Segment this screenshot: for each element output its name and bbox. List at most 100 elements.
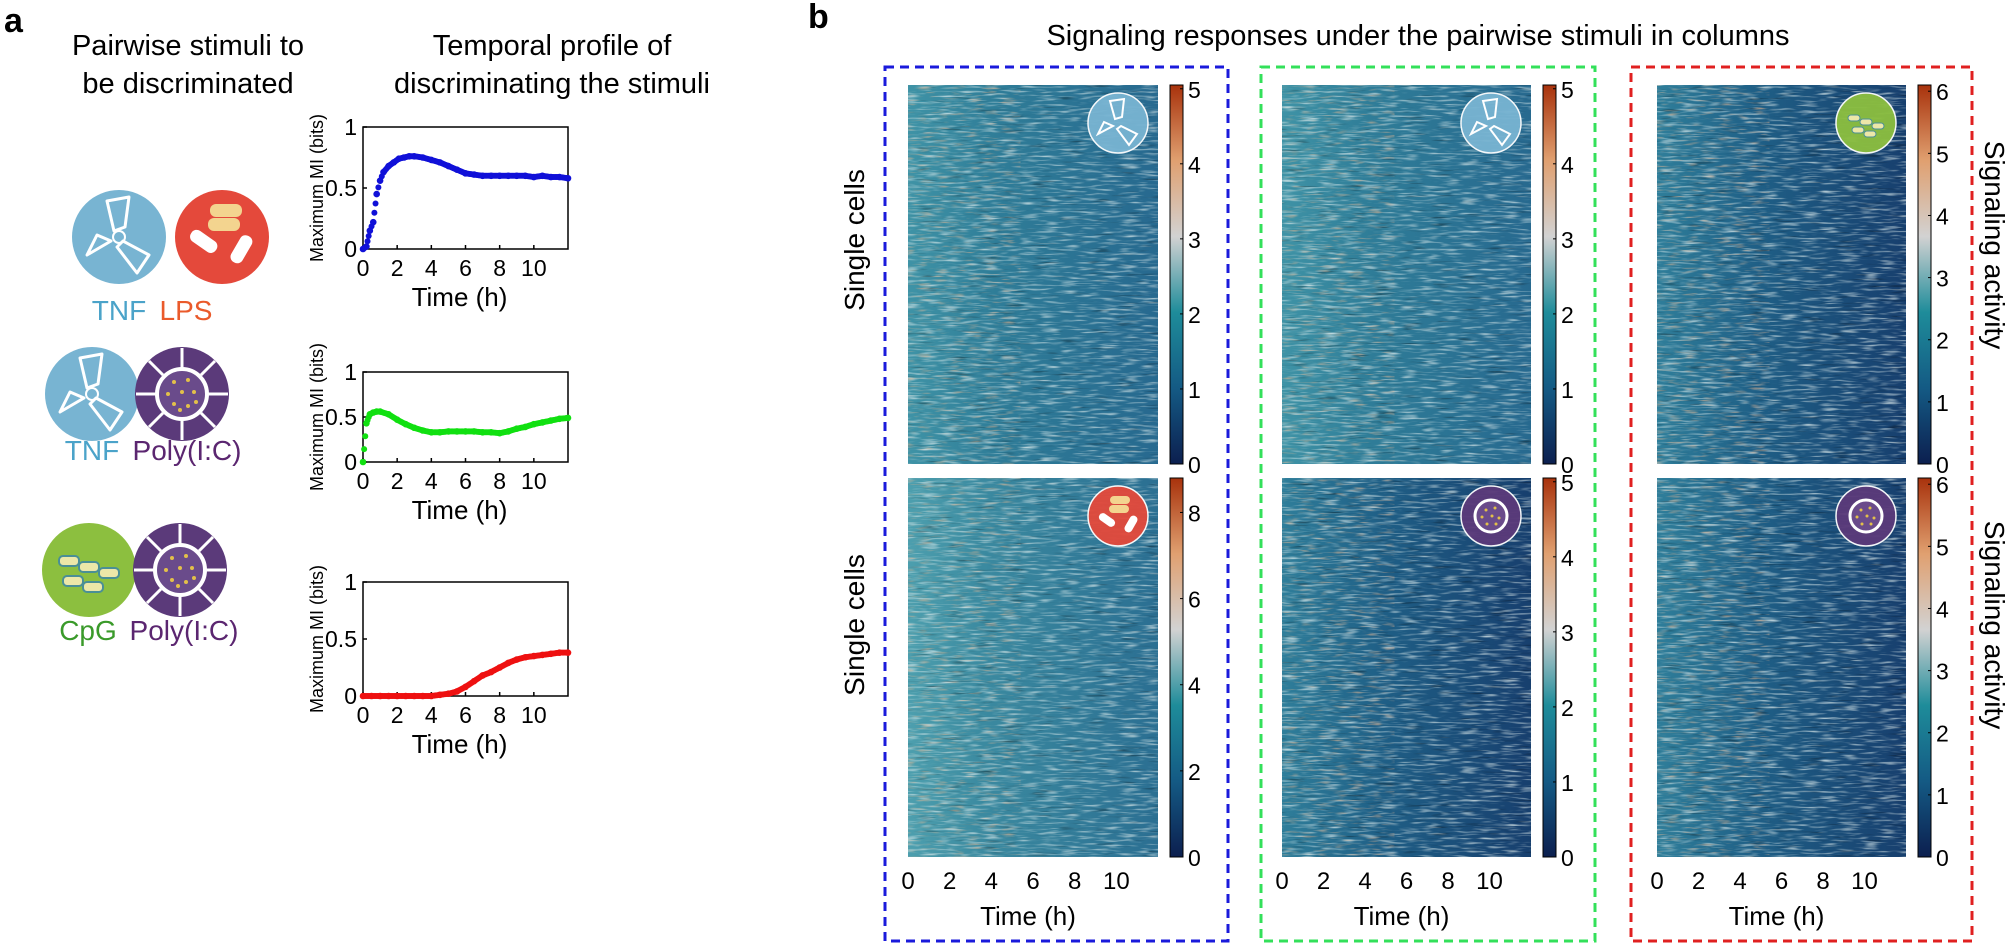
heatmap-texture-orange [1282,478,1395,857]
x-axis-label: Time (h) [412,282,508,312]
colorbar [1917,477,1932,858]
heatmap-x-tick-label: 10 [1103,868,1130,895]
axes-box [362,581,569,697]
tnf-icon [72,190,166,284]
tnf-icon [1087,92,1149,154]
profile-header-line2: discriminating the stimuli [394,68,710,100]
heatmap-x-tick-label: 6 [1026,868,1039,895]
column-frame-cpg-polyic [1629,65,1974,943]
data-point [375,184,382,191]
x-tick-label: 0 [357,255,370,281]
data-point [369,218,377,226]
pair2-right-label: Poly(I:C) [133,435,242,466]
heatmap-panel-1-top: 0 1 2 3 4 5 [908,77,1201,478]
pair3-left-label: CpG [59,615,117,646]
colorbar-tick-label: 2 [1936,328,1949,354]
cpg-icon [42,523,136,617]
colorbar-tick-label: 2 [1188,302,1201,328]
panel-a-label: a [4,2,24,40]
column-frame-tnf-lps [883,65,1230,943]
y-tick-label: 1 [344,359,357,385]
y-tick-label: 1 [344,569,357,595]
colorbar-tick-label: 1 [1561,770,1574,796]
y-axis-label: Maximum MI (bits) [307,565,327,713]
polyic-icon [133,523,227,617]
colorbar-tick-label: 5 [1561,470,1574,496]
y-tick-label: 0 [344,449,357,475]
data-point [564,649,572,656]
colorbar-tick-label: 6 [1936,79,1949,105]
axes-box [362,126,569,250]
polyic-icon [1460,485,1522,547]
stimuli-header-line2: be discriminated [82,68,293,100]
heatmap-x-tick-label: 6 [1775,868,1788,895]
heatmap-x-axis-label: Time (h) [1354,901,1450,931]
y-tick-label: 0.5 [325,404,357,430]
x-tick-label: 10 [521,468,547,494]
x-tick-label: 4 [425,255,438,281]
x-tick-label: 6 [459,255,472,281]
lps-icon [1087,485,1149,547]
x-tick-label: 6 [459,468,472,494]
heatmap-x-tick-label: 2 [1692,868,1705,895]
colorbar [1542,477,1557,858]
heatmap-panel-2-bottom: 0 1 2 3 4 5 [1282,470,1574,871]
colorbar-tick-label: 0 [1188,845,1201,871]
x-axis-label: Time (h) [412,729,508,759]
colorbar [1169,477,1184,858]
colorbar-tick-label: 5 [1561,77,1574,103]
data-point [362,433,369,440]
heatmap-x-tick-label: 4 [1733,868,1746,895]
colorbar-tick-label: 6 [1936,472,1949,498]
heatmap-x-tick-label: 2 [1317,868,1330,895]
pair1-left-label: TNF [92,295,146,326]
pair3-right-label: Poly(I:C) [130,615,239,646]
data-point [361,446,368,453]
colorbar-tick-label: 3 [1561,227,1574,253]
heatmap-x-tick-label: 8 [1816,868,1829,895]
heatmap-panel-3-bottom: 0 1 2 3 4 5 6 [1657,472,1949,871]
heatmap-x-axis-label: Time (h) [980,901,1076,931]
colorbar-tick-label: 1 [1561,377,1574,403]
y-axis-label: Maximum MI (bits) [307,114,327,262]
series-points [359,408,572,466]
lps-icon [175,190,269,284]
heatmap-x-tick-label: 6 [1400,868,1413,895]
colorbar [1917,84,1932,465]
data-point [372,200,379,207]
colorbar-tick-label: 3 [1188,227,1201,253]
colorbar-tick-label: 8 [1188,500,1201,526]
y-axis-label: Maximum MI (bits) [307,343,327,491]
row-label-top: Single cells [839,169,870,311]
colorbar-tick-label: 1 [1936,390,1949,416]
heatmap-texture-orange [1282,85,1395,464]
colorbar-tick-label: 4 [1561,152,1574,178]
data-point [371,209,378,216]
data-point [564,414,572,422]
heatmap-x-tick-label: 0 [901,868,914,895]
data-point [373,190,380,198]
colorbar-tick-label: 2 [1936,721,1949,747]
colorbar-tick-label: 2 [1561,302,1574,328]
heatmap-texture-orange [1657,478,1770,857]
data-point [359,458,367,466]
colorbar-tick-label: 2 [1188,759,1201,785]
heatmap-panel-1-bottom: 0 2 4 6 8 [908,477,1201,871]
colorbar-label-top: Signaling activity [1979,141,2010,350]
x-tick-label: 10 [521,702,547,728]
heatmap-x-tick-label: 2 [943,868,956,895]
x-tick-label: 2 [391,468,404,494]
colorbar-tick-label: 3 [1936,266,1949,292]
colorbar-tick-label: 1 [1188,377,1201,403]
colorbar-tick-label: 6 [1188,587,1201,613]
colorbar [1542,84,1557,465]
pair1-right-label: LPS [160,295,213,326]
y-tick-label: 0.5 [325,175,357,201]
data-point [564,174,572,182]
cpg-icon [1835,92,1897,154]
heatmap-x-tick-label: 10 [1476,868,1503,895]
x-tick-label: 0 [357,468,370,494]
tnf-icon [45,347,139,441]
